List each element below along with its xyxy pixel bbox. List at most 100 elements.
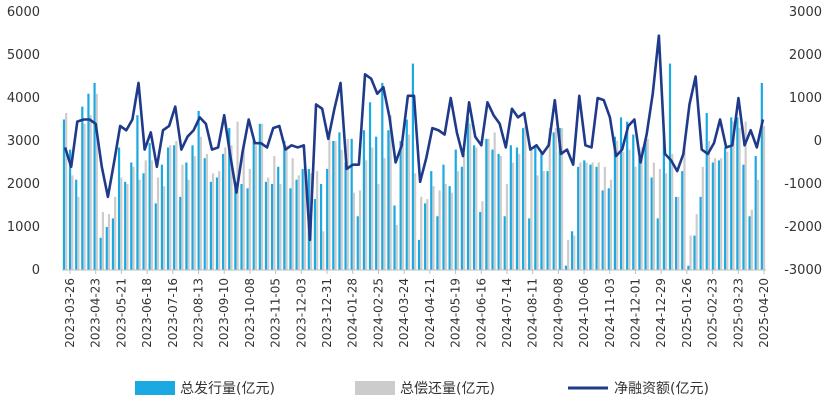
bar-issuance [99, 237, 102, 270]
bar-issuance [552, 132, 555, 270]
bar-issuance [485, 138, 488, 270]
legend-label-net: 净融资额(亿元) [614, 381, 709, 397]
bar-repayment [664, 173, 668, 270]
x-tick-label: 2024-06-16 [474, 278, 488, 348]
bar-repayment [365, 160, 368, 270]
bar-issuance [111, 218, 115, 270]
bar-repayment [695, 214, 698, 270]
bar-repayment [554, 128, 557, 270]
bar-issuance [724, 147, 727, 270]
bar-repayment [181, 164, 184, 270]
bar-issuance [332, 141, 335, 270]
bar-repayment [89, 115, 92, 270]
bar-issuance [356, 216, 359, 270]
bar-issuance [668, 63, 672, 270]
y-right-tick-label: -2000 [784, 220, 822, 235]
bar-issuance [558, 128, 561, 270]
bar-repayment [187, 179, 190, 270]
x-tick-label: 2025-01-26 [680, 278, 694, 348]
bar-issuance [760, 82, 763, 270]
bar-issuance [589, 164, 592, 270]
bar-repayment [389, 115, 392, 270]
y-right-tick-label: 1000 [789, 91, 822, 106]
bar-issuance [619, 117, 623, 270]
bar-issuance [375, 136, 378, 270]
bar-repayment [163, 186, 166, 270]
x-tick-label: 2023-09-10 [217, 278, 231, 348]
x-tick-label: 2024-05-19 [449, 278, 463, 348]
bar-repayment [407, 134, 411, 270]
bar-issuance [503, 216, 506, 270]
bar-repayment [762, 125, 766, 270]
bar-repayment [542, 171, 545, 270]
bar-issuance [411, 63, 414, 270]
bar-repayment [487, 138, 490, 270]
bar-issuance [656, 218, 659, 270]
bar-issuance [570, 231, 574, 270]
bar-repayment [303, 164, 307, 270]
bar-issuance [540, 151, 543, 270]
bar-issuance [209, 181, 212, 270]
bar-repayment [524, 125, 527, 270]
bar-issuance [350, 138, 353, 270]
bar-repayment [260, 123, 264, 270]
bar-repayment [132, 166, 135, 270]
bar-repayment [114, 196, 117, 270]
bar-issuance [136, 115, 139, 270]
bar-repayment [230, 145, 233, 270]
y-right-tick-label: -3000 [784, 263, 822, 278]
bar-issuance [711, 162, 714, 270]
bar-issuance [173, 145, 176, 270]
net-financing-line [63, 34, 765, 242]
bar-repayment [211, 173, 215, 270]
y-left-tick-label: 0 [32, 263, 40, 278]
bar-issuance [319, 184, 323, 270]
bar-repayment [548, 128, 551, 270]
bar-repayment [383, 158, 386, 270]
bar-repayment [199, 136, 202, 270]
bar-issuance [417, 239, 421, 270]
bar-issuance [344, 162, 347, 270]
x-tick-label: 2025-03-23 [731, 278, 745, 348]
bar-repayment [646, 138, 649, 270]
bar-repayment [628, 149, 631, 270]
bar-repayment [469, 123, 472, 270]
y-left-tick-label: 1000 [7, 220, 40, 235]
bar-issuance [577, 166, 580, 270]
bar-issuance [644, 138, 647, 270]
bar-repayment [560, 128, 564, 270]
bar-issuance [650, 177, 653, 270]
bar-repayment [744, 121, 747, 271]
bar-repayment [101, 211, 104, 270]
y-left-tick-label: 2000 [7, 177, 40, 192]
bar-issuance [197, 110, 200, 271]
bar-issuance [148, 143, 151, 270]
bar-repayment [652, 162, 655, 270]
bar-repayment [169, 145, 172, 270]
bar-issuance [362, 130, 366, 270]
bar-issuance [675, 196, 678, 270]
bar-repayment [750, 209, 753, 270]
bar-issuance [736, 117, 739, 270]
bar-issuance [515, 147, 519, 270]
bar-issuance [160, 164, 163, 270]
bar-issuance [454, 149, 457, 270]
x-tick-label: 2024-12-01 [628, 278, 642, 348]
bar-issuance [442, 164, 445, 270]
bar-repayment [401, 143, 404, 270]
legend-label-repayment: 总偿还量(亿元) [400, 381, 495, 397]
bar-issuance [399, 141, 402, 270]
bar-issuance [130, 162, 133, 270]
bar-repayment [328, 130, 331, 270]
bar-repayment [511, 162, 515, 270]
y-left-tick-label: 6000 [7, 5, 40, 20]
bar-repayment [720, 158, 723, 270]
bar-issuance [754, 156, 757, 270]
bar-issuance [93, 82, 96, 270]
bar-issuance [613, 136, 617, 270]
bar-issuance [730, 117, 733, 270]
legend-swatch-issuance [135, 381, 175, 395]
bar-issuance [460, 166, 463, 270]
bar-issuance [473, 145, 476, 270]
x-tick-label: 2023-04-23 [89, 278, 103, 348]
